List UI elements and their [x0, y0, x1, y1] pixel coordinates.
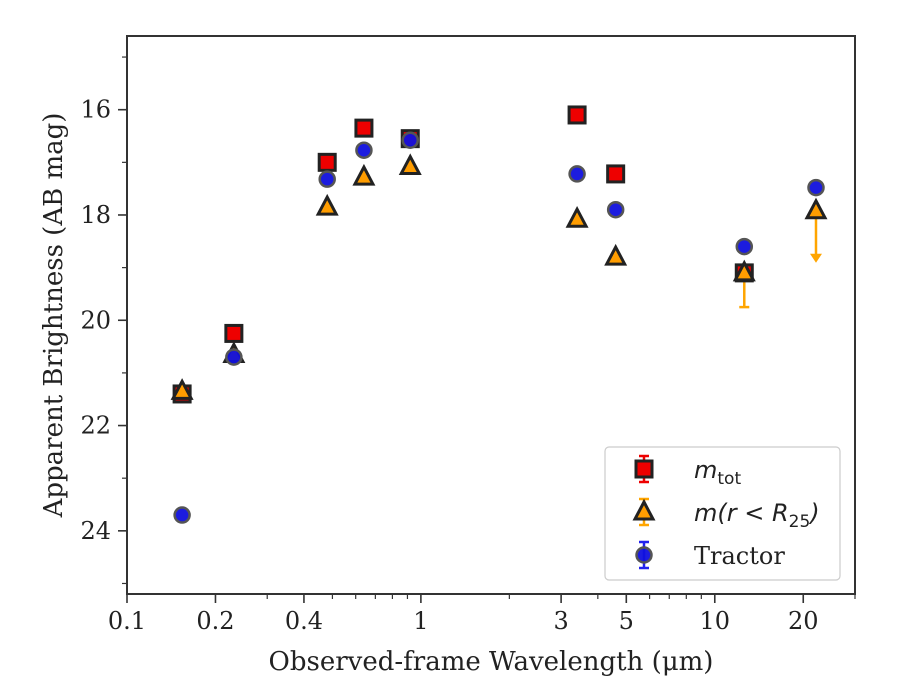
legend: mtot m(r < R25) Tractor [604, 446, 841, 581]
x-tick-label: 5 [619, 607, 634, 635]
x-tick-label: 20 [788, 607, 819, 635]
data-point-triangle [565, 205, 589, 228]
data-point-circle [318, 170, 336, 188]
y-tick-label: 24 [80, 517, 111, 545]
y-tick-label: 16 [80, 96, 111, 124]
data-point-triangle [732, 259, 756, 282]
data-point-circle [173, 506, 191, 524]
x-tick-label: 0.4 [285, 607, 323, 635]
data-point-circle [735, 237, 754, 256]
legend-label-text: ) [808, 499, 819, 527]
data-point-triangle [398, 153, 422, 176]
data-point-circle [568, 165, 586, 183]
data-point-square [224, 323, 244, 343]
legend-label-main: m(r < R [694, 499, 789, 527]
y-tick-label: 22 [80, 412, 111, 440]
legend-marker-circle [635, 546, 653, 564]
legend-label-subscript: 25 [789, 512, 811, 532]
legend-marker-triangle [632, 498, 656, 521]
y-axis-ticks: 16 18 20 22 24 [80, 56, 127, 585]
legend-label-subscript: tot [717, 469, 741, 489]
plot-frame [126, 35, 856, 595]
data-point-circle [401, 131, 419, 149]
data-point-circle [225, 348, 243, 366]
data-point-triangle [170, 378, 194, 400]
data-point-triangle [804, 197, 828, 220]
data-point-square [317, 152, 337, 172]
y-tick-label: 18 [80, 201, 111, 229]
data-point-square [567, 105, 587, 125]
x-tick-label: 10 [700, 607, 731, 635]
legend-label: Tractor [694, 542, 785, 570]
data-point-square [606, 164, 626, 184]
y-axis-label: Apparent Brightness (AB mag) [39, 113, 69, 519]
data-point-circle [807, 178, 825, 197]
data-marks [170, 105, 828, 524]
x-axis-label: Observed-frame Wavelength (μm) [269, 647, 714, 677]
legend-box [604, 446, 841, 581]
legend-marker-square [634, 459, 654, 479]
y-tick-label: 20 [80, 306, 111, 334]
x-tick-label: 1 [413, 607, 428, 635]
data-point-circle [606, 200, 625, 219]
legend-label: m(r < R25) [694, 499, 820, 532]
series-triangle [170, 153, 828, 400]
data-point-triangle [352, 163, 376, 186]
data-point-triangle [315, 193, 339, 216]
x-axis-ticks: 0.1 0.2 0.4 1 3 5 10 20 [108, 594, 856, 635]
data-point-triangle [604, 243, 628, 266]
legend-label-text: Tractor [694, 542, 785, 570]
legend-label: mtot [694, 456, 741, 489]
series-circle [173, 131, 825, 524]
data-point-circle [355, 141, 373, 159]
x-tick-label: 0.1 [108, 607, 146, 635]
x-tick-label: 3 [553, 607, 568, 635]
data-point-square [354, 118, 374, 138]
x-tick-label: 0.2 [196, 607, 234, 635]
legend-label-main: m [694, 456, 717, 484]
upper-limit-arrow [809, 253, 822, 263]
